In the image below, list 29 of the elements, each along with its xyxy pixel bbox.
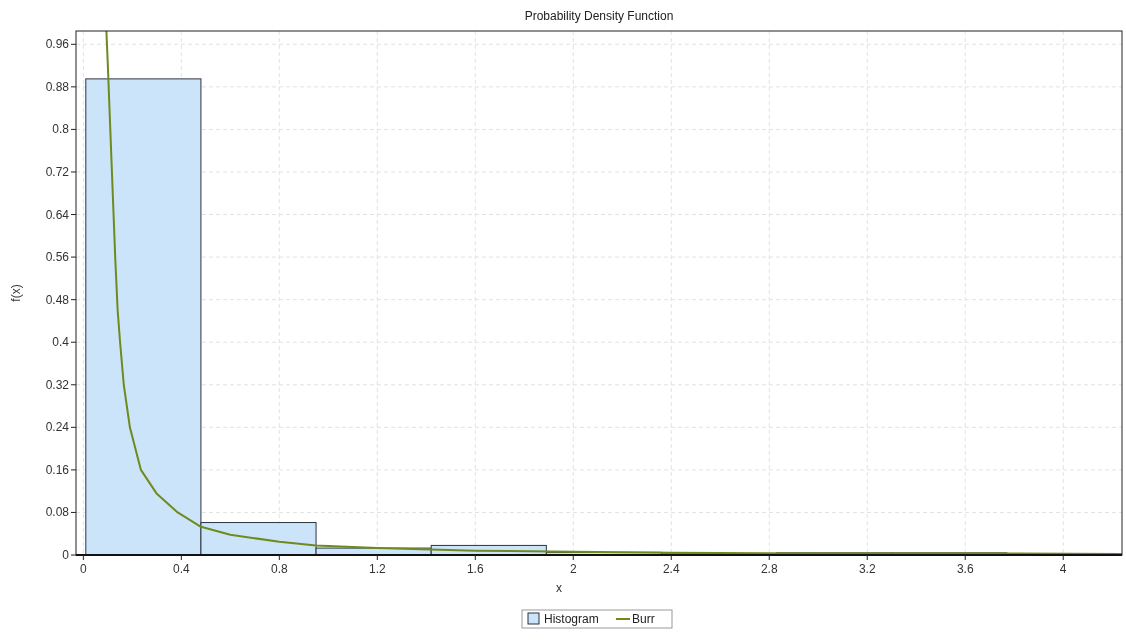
x-tick-label: 1.2 xyxy=(368,562,386,576)
y-tick-label: 0.08 xyxy=(45,505,70,520)
y-tick-label: 0.72 xyxy=(45,164,70,179)
y-tick-label: 0.48 xyxy=(45,292,70,307)
x-tick-label: 3.6 xyxy=(956,562,974,576)
x-tick-label: 2.8 xyxy=(760,562,778,576)
y-tick-label: 0.32 xyxy=(45,377,70,392)
y-tick-label: 0.64 xyxy=(45,207,70,222)
y-tick-label: 0.56 xyxy=(45,250,70,265)
x-tick-label: 1.6 xyxy=(466,562,484,576)
legend-label: Burr xyxy=(632,612,655,626)
x-tick-label: 0.4 xyxy=(172,562,190,576)
x-tick-label: 3.2 xyxy=(858,562,876,576)
y-tick-label: 0.24 xyxy=(45,420,70,435)
x-tick-label: 2 xyxy=(569,562,577,576)
x-axis-title: x xyxy=(556,581,562,595)
y-axis-title: f(x) xyxy=(9,284,23,302)
y-tick-label: 0.96 xyxy=(45,37,70,52)
x-tick-label: 4 xyxy=(1059,562,1067,576)
x-tick-label: 2.4 xyxy=(662,562,680,576)
x-tick-label: 0 xyxy=(80,562,88,576)
y-tick-label: 0.4 xyxy=(52,335,70,350)
chart-title: Probability Density Function xyxy=(524,9,674,23)
legend-label: Histogram xyxy=(544,612,599,626)
y-tick-label: 0.16 xyxy=(45,462,70,477)
y-tick-label: 0 xyxy=(62,548,70,562)
y-tick-label: 0.8 xyxy=(52,122,70,137)
x-tick-label: 0.8 xyxy=(270,562,288,576)
y-tick-label: 0.88 xyxy=(45,79,70,94)
